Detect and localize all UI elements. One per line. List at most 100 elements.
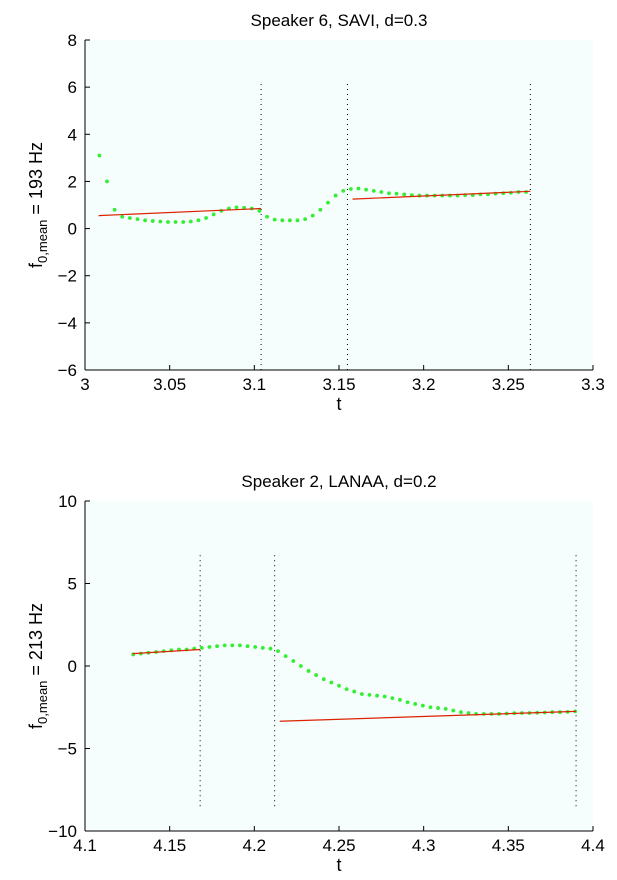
y-tick-label: 8 [68, 31, 77, 50]
data-point [173, 220, 178, 224]
data-point [253, 645, 258, 649]
x-tick-label: 3 [80, 375, 89, 394]
x-tick-label: 3.1 [243, 375, 267, 394]
data-point [371, 188, 376, 193]
data-point [405, 700, 410, 705]
data-point [188, 219, 193, 224]
data-point [291, 659, 296, 663]
data-point [230, 643, 235, 648]
data-point [352, 689, 357, 694]
x-tick-label: 3.2 [412, 375, 436, 394]
data-point [321, 677, 326, 682]
data-point [234, 205, 239, 210]
data-point [428, 705, 433, 710]
data-point [314, 673, 319, 677]
data-point [466, 711, 471, 715]
data-point [375, 693, 379, 698]
data-point [436, 706, 440, 710]
y-axis-label-unit: = 213 Hz [26, 603, 46, 681]
data-point [303, 217, 308, 222]
data-point [390, 696, 395, 701]
data-point [451, 708, 456, 713]
data-point [211, 212, 216, 217]
data-point [222, 643, 227, 648]
y-axis-label: f0,mean = 213 Hz [26, 603, 50, 729]
chart-2: 4.1 4.15 4.2 4.25 4.3 4.35 4.4 −10 −5 0 5 10 Speaker… [26, 472, 605, 875]
data-point [166, 220, 170, 224]
y-axis-label-main: f [26, 723, 46, 729]
data-point [215, 644, 219, 649]
data-point [299, 664, 303, 668]
data-point [382, 694, 387, 699]
y-tick-label: 2 [68, 172, 77, 191]
data-point [367, 692, 372, 697]
data-point [459, 710, 463, 715]
data-point [333, 193, 338, 198]
data-point [326, 200, 330, 205]
data-point [181, 220, 186, 224]
data-point [280, 218, 285, 223]
data-point [398, 697, 402, 702]
data-point [97, 153, 102, 158]
data-point [413, 702, 418, 706]
y-tick-label: −6 [58, 361, 77, 380]
data-point [112, 207, 117, 212]
data-point [150, 219, 155, 223]
data-point [260, 645, 265, 650]
chart-title: Speaker 2, LANAA, d=0.2 [241, 472, 436, 491]
plot-area [85, 501, 593, 831]
x-tick-label: 4.15 [153, 836, 186, 855]
data-point [387, 191, 391, 196]
data-point [306, 669, 311, 673]
fit-line [279, 710, 577, 722]
y-tick-label: 0 [68, 657, 77, 676]
y-tick-label: −4 [58, 314, 77, 333]
y-tick-label: 6 [68, 78, 77, 97]
data-point [402, 192, 407, 197]
data-point [344, 687, 349, 691]
data-point [207, 645, 212, 649]
data-point [245, 644, 250, 649]
data-point [364, 187, 368, 192]
data-point [143, 218, 148, 223]
data-point [318, 207, 323, 212]
chart-title: Speaker 6, SAVI, d=0.3 [251, 11, 428, 30]
data-point [272, 217, 277, 222]
data-point [443, 707, 448, 711]
data-point [359, 692, 364, 696]
y-axis-label-subscript: 0,mean [35, 681, 50, 724]
y-axis-label-subscript: 0,mean [35, 220, 50, 263]
y-tick-label: −2 [58, 267, 77, 286]
x-tick-label: 4.4 [581, 836, 605, 855]
data-point [199, 645, 204, 650]
data-point [204, 216, 208, 220]
x-tick-label: 3.25 [492, 375, 525, 394]
x-tick-label: 4.25 [322, 836, 355, 855]
data-point [287, 218, 292, 223]
plot-area [85, 40, 593, 370]
data-point [127, 216, 132, 220]
data-point [329, 680, 334, 685]
x-tick-label: 3.15 [322, 375, 355, 394]
y-axis-label-main: f [26, 262, 46, 268]
data-point [394, 191, 399, 196]
x-tick-label: 4.3 [412, 836, 436, 855]
x-tick-label: 4.2 [243, 836, 267, 855]
fit-line [352, 190, 531, 200]
y-tick-label: 10 [58, 492, 77, 511]
data-point [135, 217, 140, 222]
data-point [268, 646, 273, 651]
data-point [120, 214, 125, 219]
data-point [337, 683, 341, 688]
data-point [196, 218, 201, 223]
data-point [283, 654, 288, 658]
data-point [356, 186, 361, 191]
data-point [420, 703, 425, 708]
data-point [265, 214, 269, 219]
data-point [238, 643, 242, 648]
y-tick-label: 0 [68, 220, 77, 239]
x-tick-label: 4.1 [73, 836, 97, 855]
x-axis-label: t [336, 394, 341, 414]
data-point [158, 219, 163, 224]
